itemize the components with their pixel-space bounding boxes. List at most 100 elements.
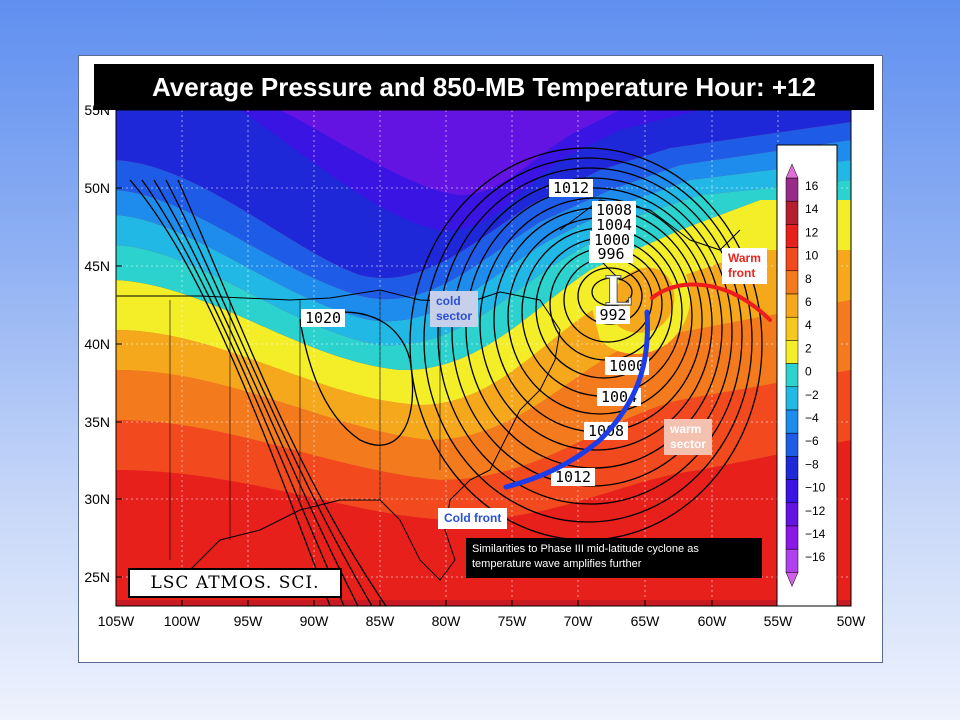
colorbar-swatch-11 [785, 432, 799, 457]
low-pressure-value: 992 [599, 306, 626, 324]
temp-band-8 [116, 122, 851, 300]
colorbar-bottom-arrow [785, 572, 799, 588]
isobar-label-bg [549, 179, 593, 197]
isobar-label-bg [592, 216, 636, 234]
colorbar-label-4: 8 [805, 272, 812, 286]
lon-label-90W: 90W [300, 613, 330, 629]
isobar-west [165, 179, 373, 606]
isobar-west [141, 179, 345, 606]
lat-label-50N: 50N [84, 180, 110, 196]
isobar-label-bg [590, 231, 634, 249]
colorbar-label-10: −4 [805, 411, 819, 425]
colorbar-swatch-13 [785, 479, 799, 504]
isobar-label-1012: 1012 [553, 179, 589, 197]
fronts [503, 282, 772, 490]
colorbar-swatch-3 [785, 247, 799, 272]
lon-label-70W: 70W [564, 613, 594, 629]
coastline [116, 199, 741, 581]
colorbar-label-0: 16 [805, 179, 819, 193]
isobar-label-bg [301, 309, 345, 327]
warm-sector-line1: warm [670, 422, 702, 436]
cold-front-label: Cold front [438, 508, 508, 529]
map-border [115, 109, 852, 607]
warm-front-line1: Warm [728, 251, 761, 265]
warm-sector-label: warm sector [664, 419, 713, 455]
lat-label-40N: 40N [84, 336, 110, 352]
similarities-note: Similarities to Phase III mid-latitude c… [466, 538, 762, 578]
colorbar-label-15: −14 [805, 527, 826, 541]
isobar-label-1008: 1008 [596, 201, 632, 219]
isobar-label-bg [551, 468, 595, 486]
colorbar-swatch-16 [785, 548, 799, 573]
colorbar-label-11: −6 [805, 434, 819, 448]
isobar-label-bg [592, 201, 636, 219]
isobar-labels: 1012100810041000996102010001004100810129… [301, 179, 649, 486]
colorbar-label-2: 12 [805, 225, 819, 239]
low-pressure-symbol: L [604, 268, 632, 315]
lon-label-50W: 50W [837, 613, 867, 629]
isobar [437, 167, 743, 505]
colorbar-swatch-7 [785, 340, 799, 364]
lat-label-30N: 30N [84, 491, 110, 507]
colorbar-label-8: 0 [805, 365, 812, 379]
cold-sector-line1: cold [436, 294, 461, 308]
colorbar-label-3: 10 [805, 249, 819, 263]
us-coast [116, 289, 561, 581]
colorbar-label-12: −8 [805, 457, 819, 471]
isobar-label-1012: 1012 [555, 468, 591, 486]
colorbar-label-1: 14 [805, 202, 819, 216]
colorbar-swatch-1 [785, 200, 799, 225]
colorbar-swatch-10 [785, 409, 799, 434]
cold-sector-line2: sector [436, 309, 473, 323]
isobar [479, 197, 713, 451]
isobar-label-1004: 1004 [596, 216, 632, 234]
isobar-label-996: 996 [597, 245, 624, 263]
lsc-atmos-sci-logo: LSC ATMOS. SCI. [128, 568, 342, 598]
isobar-west [177, 179, 387, 606]
colorbar-swatch-6 [785, 316, 799, 341]
colorbar-swatch-12 [785, 456, 799, 480]
isobar-label-bg [589, 245, 633, 263]
low-pressure-bg [596, 306, 630, 324]
colorbar-swatch-0 [785, 177, 799, 202]
lon-label-100W: 100W [164, 613, 201, 629]
lon-label-55W: 55W [764, 613, 794, 629]
colorbar-label-7: 2 [805, 341, 812, 355]
lon-label-105W: 105W [98, 613, 135, 629]
lon-label-60W: 60W [698, 613, 728, 629]
colorbar-label-13: −10 [805, 481, 826, 495]
isobar-high [299, 311, 414, 446]
colorbar-swatch-14 [785, 502, 799, 527]
isobar-label-bg [605, 357, 649, 375]
lon-label-85W: 85W [366, 613, 396, 629]
longitude-labels: 105W 100W 95W 90W 85W 80W 75W 70W 65W 60W 55W 50W [98, 600, 866, 629]
lat-label-35N: 35N [84, 414, 110, 430]
isobar-label-1000: 1000 [609, 357, 645, 375]
warm-sector-line2: sector [670, 437, 707, 451]
cold-front-line [503, 309, 650, 490]
warm-front-label: Warm front [722, 248, 767, 284]
warm-front-line [650, 282, 772, 322]
colorbar-swatch-15 [785, 525, 799, 550]
lon-label-65W: 65W [631, 613, 661, 629]
colorbar-top-arrow [785, 163, 799, 179]
lon-label-80W: 80W [432, 613, 462, 629]
temp-band-6 [116, 160, 851, 346]
temperature-field [116, 110, 851, 606]
isobar [423, 157, 753, 523]
colorbar-swatch-4 [785, 270, 799, 295]
cold-sector-label: cold sector [430, 291, 479, 327]
lat-label-25N: 25N [84, 569, 110, 585]
temp-band-11 [280, 110, 620, 195]
isobar-west [153, 179, 359, 606]
colorbar-label-14: −12 [805, 504, 826, 518]
colorbar-label-5: 6 [805, 295, 812, 309]
colorbar-label-6: 4 [805, 318, 812, 332]
colorbar-swatch-2 [785, 224, 799, 248]
isobar-west [129, 179, 331, 606]
temperature-colorbar: 16 14 12 10 8 6 4 2 0 −2 −4 −6 −8 −10 −12 −14 −16 [776, 144, 838, 607]
colorbar-swatch-5 [785, 293, 799, 318]
colorbar-swatch-8 [785, 363, 799, 388]
